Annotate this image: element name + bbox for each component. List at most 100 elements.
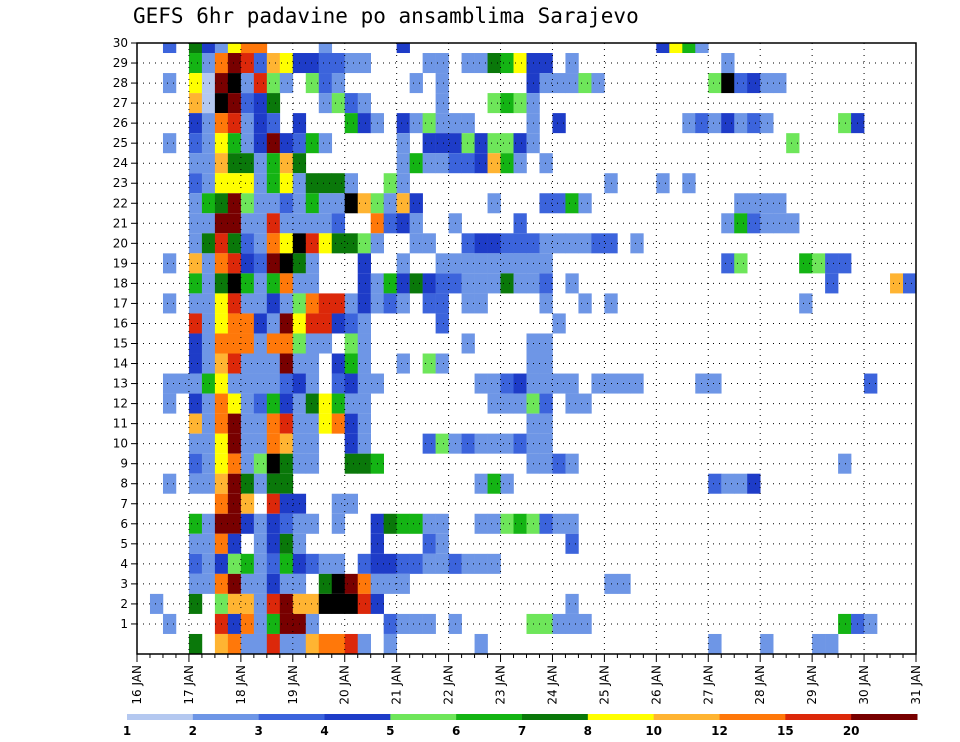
heatmap-cell bbox=[474, 273, 488, 294]
heatmap-cell bbox=[760, 213, 774, 234]
heatmap-cell bbox=[266, 453, 281, 474]
heatmap-cell bbox=[227, 373, 242, 394]
heatmap-cell bbox=[188, 153, 203, 174]
heatmap-cell bbox=[305, 233, 320, 254]
heatmap-cell bbox=[318, 43, 333, 54]
heatmap-cell bbox=[266, 333, 281, 354]
heatmap-cell bbox=[747, 213, 761, 234]
heatmap-cell bbox=[253, 233, 268, 254]
heatmap-cell bbox=[435, 433, 449, 454]
heatmap-cell bbox=[409, 193, 423, 214]
heatmap-cell bbox=[383, 553, 397, 574]
heatmap-cell bbox=[305, 413, 320, 434]
heatmap-cell bbox=[318, 133, 333, 154]
heatmap-cell bbox=[435, 313, 449, 334]
heatmap-cell bbox=[162, 613, 177, 634]
heatmap-cell bbox=[331, 193, 346, 214]
heatmap-cell bbox=[396, 573, 410, 594]
colorbar-swatch bbox=[719, 714, 786, 720]
heatmap-cell bbox=[461, 133, 475, 154]
heatmap-cell bbox=[617, 373, 631, 394]
heatmap-cell bbox=[513, 93, 527, 114]
heatmap-cell bbox=[396, 273, 410, 294]
heatmap-cell bbox=[461, 553, 475, 574]
x-tick-label: 17 JAN bbox=[182, 665, 196, 705]
heatmap-cell bbox=[279, 253, 294, 274]
heatmap-cell bbox=[227, 573, 242, 594]
heatmap-cell bbox=[227, 193, 242, 214]
heatmap-cell bbox=[409, 73, 423, 94]
heatmap-cell bbox=[474, 553, 488, 574]
heatmap-cell bbox=[266, 553, 281, 574]
heatmap-cell bbox=[357, 273, 371, 294]
heatmap-cell bbox=[188, 213, 203, 234]
heatmap-cell bbox=[227, 593, 242, 614]
heatmap-cell bbox=[474, 513, 488, 534]
heatmap-cell bbox=[253, 213, 268, 234]
heatmap-cell bbox=[240, 573, 255, 594]
heatmap-cell bbox=[422, 233, 436, 254]
heatmap-cell bbox=[539, 333, 553, 354]
heatmap-cell bbox=[760, 73, 774, 94]
heatmap-cell bbox=[266, 353, 281, 374]
heatmap-cell bbox=[318, 313, 333, 334]
heatmap-cell bbox=[838, 453, 852, 474]
heatmap-cell bbox=[188, 273, 203, 294]
heatmap-cell bbox=[682, 173, 696, 194]
heatmap-cell bbox=[344, 293, 359, 314]
heatmap-cell bbox=[279, 473, 294, 494]
heatmap-cell bbox=[487, 433, 501, 454]
heatmap-cell bbox=[578, 233, 592, 254]
heatmap-cell bbox=[253, 73, 268, 94]
y-tick-label: 18 bbox=[113, 276, 128, 290]
heatmap-cell bbox=[487, 193, 501, 214]
heatmap-cell bbox=[266, 533, 281, 554]
heatmap-cell bbox=[240, 433, 255, 454]
x-tick-label: 27 JAN bbox=[701, 665, 715, 705]
heatmap-cell bbox=[318, 413, 333, 434]
heatmap-cell bbox=[552, 613, 566, 634]
heatmap-cell bbox=[565, 453, 579, 474]
y-tick-label: 8 bbox=[120, 477, 128, 491]
heatmap-cell bbox=[279, 153, 294, 174]
heatmap-cell bbox=[266, 173, 281, 194]
heatmap-cell bbox=[357, 373, 371, 394]
heatmap-cell bbox=[240, 233, 255, 254]
heatmap-cell bbox=[565, 533, 579, 554]
heatmap-cell bbox=[279, 553, 294, 574]
x-tick-label: 21 JAN bbox=[390, 665, 404, 705]
heatmap-cell bbox=[383, 273, 397, 294]
heatmap-cell bbox=[201, 293, 216, 314]
heatmap-cell bbox=[188, 433, 203, 454]
heatmap-cell bbox=[565, 513, 579, 534]
heatmap-cell bbox=[279, 333, 294, 354]
y-tick-label: 16 bbox=[113, 316, 128, 330]
heatmap-cell bbox=[474, 433, 488, 454]
heatmap-cell bbox=[240, 173, 255, 194]
heatmap-cell bbox=[201, 353, 216, 374]
x-tick-label: 28 JAN bbox=[753, 665, 767, 705]
heatmap-cell bbox=[266, 153, 281, 174]
heatmap-cell bbox=[279, 593, 294, 614]
heatmap-cell bbox=[396, 213, 410, 234]
heatmap-cell bbox=[565, 613, 579, 634]
heatmap-cell bbox=[396, 193, 410, 214]
heatmap-cell bbox=[344, 373, 359, 394]
heatmap-cell bbox=[747, 473, 761, 494]
heatmap-cell bbox=[357, 293, 371, 314]
heatmap-cell bbox=[253, 473, 268, 494]
heatmap-cell bbox=[266, 253, 281, 274]
heatmap-cell bbox=[266, 473, 281, 494]
heatmap-cell bbox=[253, 313, 268, 334]
heatmap-cell bbox=[279, 413, 294, 434]
heatmap-cell bbox=[305, 173, 320, 194]
heatmap-cell bbox=[253, 273, 268, 294]
y-tick-label: 29 bbox=[113, 56, 128, 70]
heatmap-cell bbox=[396, 153, 410, 174]
colorbar-swatch bbox=[653, 714, 720, 720]
heatmap-cell bbox=[552, 313, 566, 334]
heatmap-cell bbox=[266, 293, 281, 314]
heatmap-cell bbox=[201, 213, 216, 234]
heatmap-cell bbox=[253, 193, 268, 214]
heatmap-cell bbox=[708, 113, 722, 134]
